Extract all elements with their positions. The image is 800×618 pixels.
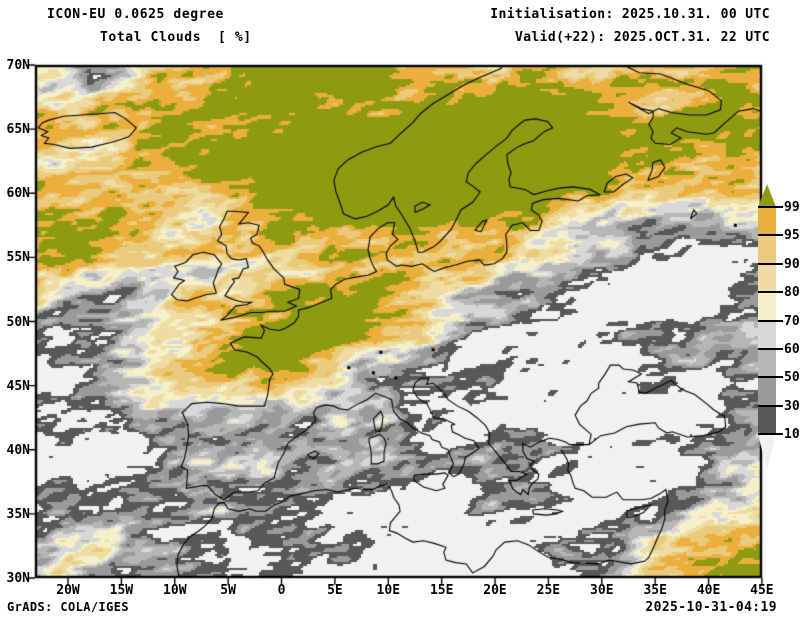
x-axis-label: 40E [696,583,721,598]
valid-time-label: Valid(+22): 2025.OCT.31. 22 UTC [514,30,770,45]
colorbar-segment-5 [758,349,776,378]
colorbar-segment-6 [758,377,776,406]
colorbar-tick-label: 60 [784,342,800,357]
y-axis-label: 65N [6,122,30,138]
colorbar-segment-0 [758,207,776,236]
x-axis-label: 20E [483,583,507,598]
render-timestamp: 2025-10-31-04:19 [645,600,777,615]
y-axis-label: 35N [6,506,30,522]
colorbar-segment-3 [758,292,776,321]
init-time-label: Initialisation: 2025.10.31. 00 UTC [490,7,770,22]
y-axis-label: 45N [6,378,30,394]
colorbar-tick [758,291,783,294]
colorbar-tick-label: 70 [784,313,800,329]
colorbar-tick [758,433,783,436]
colorbar-tick-label: 10 [784,427,800,443]
colorbar-tick [758,376,783,379]
x-axis-label: 25E [536,583,561,598]
colorbar-tick-label: 30 [784,398,800,414]
x-axis-label: 15E [429,583,454,598]
field-title: Total Clouds [ %] [100,30,252,45]
x-axis-label: 15W [109,583,134,598]
colorbar-tick-label: 99.5 [784,200,800,215]
x-axis-label: 10W [163,583,187,598]
y-axis-label: 55N [6,250,30,266]
y-axis-label: 70N [6,58,30,73]
colorbar-segment-1 [758,235,776,264]
colorbar-tick [758,319,783,322]
colorbar-tick-label: 50 [784,370,800,386]
x-axis-label: 30E [590,583,614,598]
colorbar-tick-label: 90 [784,256,800,272]
x-axis-label: 0 [277,583,286,598]
y-axis-label: 30N [6,571,30,586]
y-axis-label: 50N [6,314,30,330]
x-axis-label: 5W [220,583,236,598]
colorbar-tick [758,348,783,350]
x-axis-label: 45E [750,583,774,598]
colorbar-tick-label: 95 [784,228,800,244]
colorbar-tick [758,206,783,208]
colorbar-segment-2 [758,263,776,293]
x-axis-label: 5E [327,583,343,598]
x-axis-label: 35E [643,583,667,598]
colorbar-tick [758,234,783,237]
colorbar-tick [758,404,783,407]
colorbar-segment-4 [758,320,776,349]
y-axis-label: 60N [6,186,30,202]
colorbar-segment-7 [758,405,776,435]
model-title: ICON-EU 0.0625 degree [47,7,224,22]
grads-credit: GrADS: COLA/IGES [7,600,129,614]
x-axis-label: 10E [376,583,401,598]
colorbar-tick-label: 80 [784,285,800,301]
colorbar-tick [758,262,783,265]
y-axis-label: 40N [6,442,30,458]
x-axis-label: 20W [56,583,80,598]
